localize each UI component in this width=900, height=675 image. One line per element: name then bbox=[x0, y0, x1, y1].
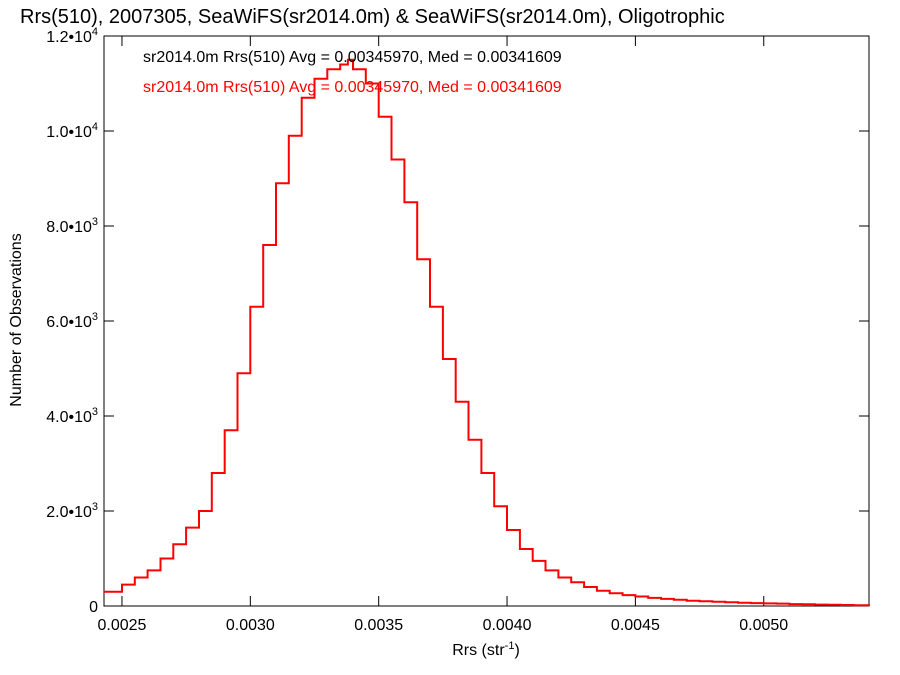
y-tick-label: 0 bbox=[89, 599, 98, 616]
y-tick-label: 1.2•104 bbox=[46, 26, 98, 46]
x-tick-label: 0.0045 bbox=[611, 617, 660, 634]
y-tick-label-exponent: 3 bbox=[92, 501, 98, 513]
y-tick-label: 1.0•104 bbox=[46, 121, 98, 141]
y-tick-label-mantissa: 4.0•10 bbox=[46, 409, 92, 426]
legend-entry-avg-black: sr2014.0m Rrs(510) Avg = 0.00345970, Med… bbox=[143, 49, 562, 66]
y-tick-label-mantissa: 8.0•10 bbox=[46, 219, 92, 236]
legend-entry-avg-red: sr2014.0m Rrs(510) Avg = 0.00345970, Med… bbox=[143, 79, 562, 96]
y-tick-label: 8.0•103 bbox=[46, 216, 98, 236]
x-tick-label: 0.0050 bbox=[739, 617, 788, 634]
y-tick-label-exponent: 3 bbox=[92, 406, 98, 418]
chart-title: Rrs(510), 2007305, SeaWiFS(sr2014.0m) & … bbox=[20, 6, 725, 28]
y-tick-label-exponent: 4 bbox=[92, 26, 98, 38]
x-tick-label: 0.0035 bbox=[354, 617, 403, 634]
x-axis-label-exponent: -1 bbox=[505, 640, 515, 652]
x-tick-label: 0.0025 bbox=[98, 617, 147, 634]
y-tick-label-mantissa: 0 bbox=[89, 599, 98, 616]
plot-frame bbox=[103, 35, 870, 607]
y-tick-label: 4.0•103 bbox=[46, 406, 98, 426]
y-tick-label-mantissa: 1.2•10 bbox=[46, 29, 92, 46]
x-tick-label: 0.0030 bbox=[226, 617, 275, 634]
x-axis-label: Rrs (str-1) bbox=[452, 640, 520, 659]
y-axis-label: Number of Observations bbox=[8, 233, 25, 406]
x-axis-label-main: Rrs (str bbox=[452, 642, 505, 659]
y-tick-label-exponent: 3 bbox=[92, 311, 98, 323]
histogram-series-line bbox=[104, 58, 870, 607]
x-axis-label-suffix: ) bbox=[514, 642, 519, 659]
y-tick-label-exponent: 4 bbox=[92, 121, 98, 133]
y-tick-label: 2.0•103 bbox=[46, 501, 98, 521]
y-tick-label-mantissa: 1.0•10 bbox=[46, 124, 92, 141]
y-tick-label-exponent: 3 bbox=[92, 216, 98, 228]
y-tick-label-mantissa: 6.0•10 bbox=[46, 314, 92, 331]
y-tick-label: 6.0•103 bbox=[46, 311, 98, 331]
axes-layer: 0.0025 0.0030 0.0035 0.0040 0.0045 0.0050 0 2.0… bbox=[46, 26, 869, 634]
y-tick-label-mantissa: 2.0•10 bbox=[46, 504, 92, 521]
x-tick-label: 0.0040 bbox=[483, 617, 532, 634]
